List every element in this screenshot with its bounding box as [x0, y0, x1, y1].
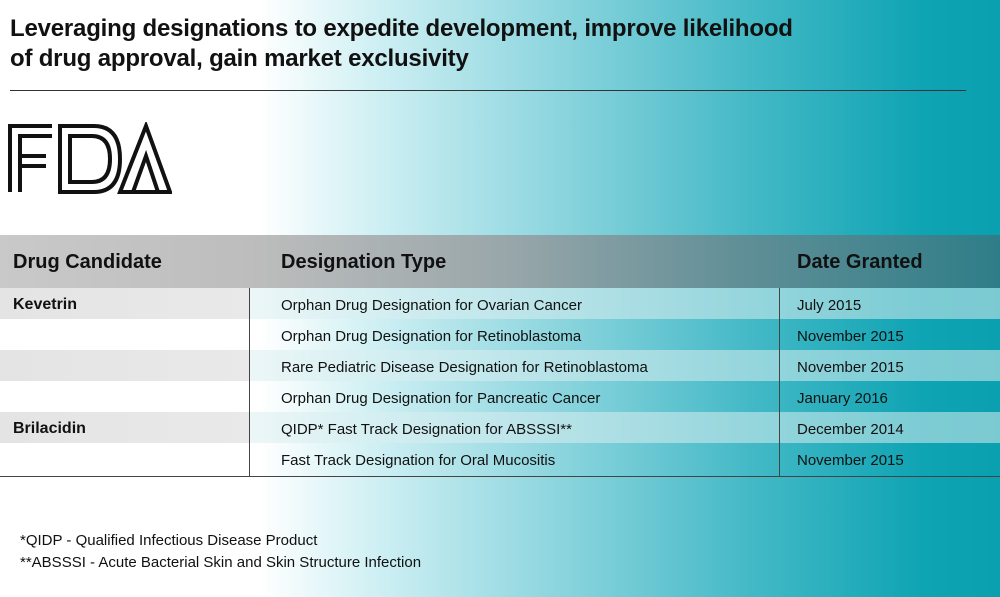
date-cell: November 2015	[797, 328, 904, 345]
table-header: Drug Candidate Designation Type Date Gra…	[0, 235, 1000, 288]
designation-cell: Orphan Drug Designation for Retinoblasto…	[281, 328, 582, 345]
header-designation-type: Designation Type	[281, 251, 447, 273]
table-row: Kevetrin Orphan Drug Designation for Ova…	[0, 288, 1000, 319]
designation-cell: Orphan Drug Designation for Ovarian Canc…	[281, 297, 582, 314]
table-row: Rare Pediatric Disease Designation for R…	[0, 350, 1000, 381]
column-divider	[249, 288, 250, 476]
fda-logo	[8, 122, 172, 194]
drug-cell: Brilacidin	[13, 420, 86, 437]
title-line-1: Leveraging designations to expedite deve…	[10, 15, 793, 42]
designation-cell: QIDP* Fast Track Designation for ABSSSI*…	[281, 421, 572, 438]
footnote-qidp: *QIDP - Qualified Infectious Disease Pro…	[20, 532, 318, 549]
designations-table: Drug Candidate Designation Type Date Gra…	[0, 235, 1000, 477]
designation-cell: Orphan Drug Designation for Pancreatic C…	[281, 390, 601, 407]
date-cell: July 2015	[797, 297, 862, 314]
drug-cell: Kevetrin	[13, 296, 78, 313]
table-row: Orphan Drug Designation for Retinoblasto…	[0, 319, 1000, 350]
table-row: Brilacidin QIDP* Fast Track Designation …	[0, 412, 1000, 443]
designation-cell: Rare Pediatric Disease Designation for R…	[281, 359, 648, 376]
table-row: Orphan Drug Designation for Pancreatic C…	[0, 381, 1000, 412]
date-cell: November 2015	[797, 359, 904, 376]
header-date-granted: Date Granted	[797, 251, 923, 273]
table-bottom-rule	[0, 476, 1000, 477]
date-cell: January 2016	[797, 390, 888, 407]
page-title: Leveraging designations to expedite deve…	[10, 14, 910, 74]
footnote-absssi: **ABSSSI - Acute Bacterial Skin and Skin…	[20, 554, 422, 571]
header-drug-candidate: Drug Candidate	[13, 251, 162, 273]
table-row: Fast Track Designation for Oral Mucositi…	[0, 443, 1000, 474]
date-cell: November 2015	[797, 452, 904, 469]
title-line-2: of drug approval, gain market exclusivit…	[10, 45, 469, 72]
title-divider	[10, 90, 966, 91]
date-cell: December 2014	[797, 421, 904, 438]
column-divider	[779, 288, 780, 476]
designation-cell: Fast Track Designation for Oral Mucositi…	[281, 452, 556, 469]
footnotes: *QIDP - Qualified Infectious Disease Pro…	[20, 530, 421, 574]
